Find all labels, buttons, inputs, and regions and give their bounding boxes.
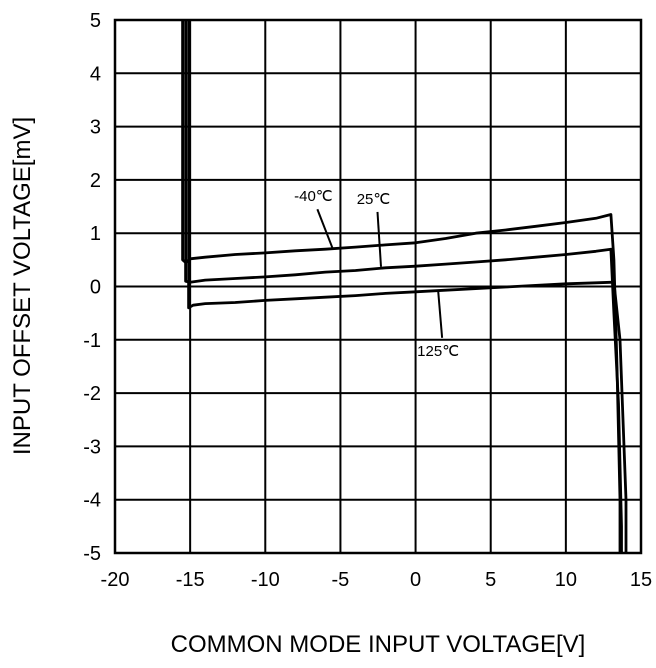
y-tick-label: 0	[90, 277, 101, 299]
y-tick-label: -4	[83, 490, 101, 512]
grid	[113, 18, 643, 555]
x-tick-label: 0	[410, 569, 421, 591]
annotation-leader	[316, 208, 334, 250]
x-tick-label: 10	[555, 569, 577, 591]
x-tick-label: -20	[101, 569, 130, 591]
annotation-label: -40℃	[294, 188, 333, 205]
x-tick-label: -10	[251, 569, 280, 591]
annotation-leader	[437, 290, 444, 338]
series-line-2	[187, 20, 628, 553]
y-tick-label: 5	[90, 10, 101, 32]
x-tick-label: -5	[332, 569, 350, 591]
x-tick-label: 5	[485, 569, 496, 591]
annotation-leader	[376, 211, 383, 267]
x-tick-label: -15	[176, 569, 205, 591]
y-tick-label: 4	[90, 63, 101, 85]
y-tick-label: -1	[83, 330, 101, 352]
y-tick-label: -3	[83, 436, 101, 458]
annotation-label: 125℃	[417, 343, 459, 360]
y-tick-label: 2	[90, 170, 101, 192]
x-tick-label: 15	[630, 569, 652, 591]
y-tick-label: 1	[90, 223, 101, 245]
y-tick-label: 3	[90, 117, 101, 139]
y-axis-label: INPUT OFFSET VOLTAGE[mV]	[9, 117, 36, 455]
series-layer	[181, 20, 628, 553]
series-line-0	[181, 20, 622, 553]
x-axis-label: COMMON MODE INPUT VOLTAGE[V]	[171, 631, 586, 658]
annotation-layer: -40℃ 25℃ 125℃	[294, 188, 459, 360]
y-tick-label: -2	[83, 383, 101, 405]
plot-frame	[113, 18, 643, 555]
annotation-label: 25℃	[357, 191, 391, 208]
y-tick-label: -5	[83, 543, 101, 565]
